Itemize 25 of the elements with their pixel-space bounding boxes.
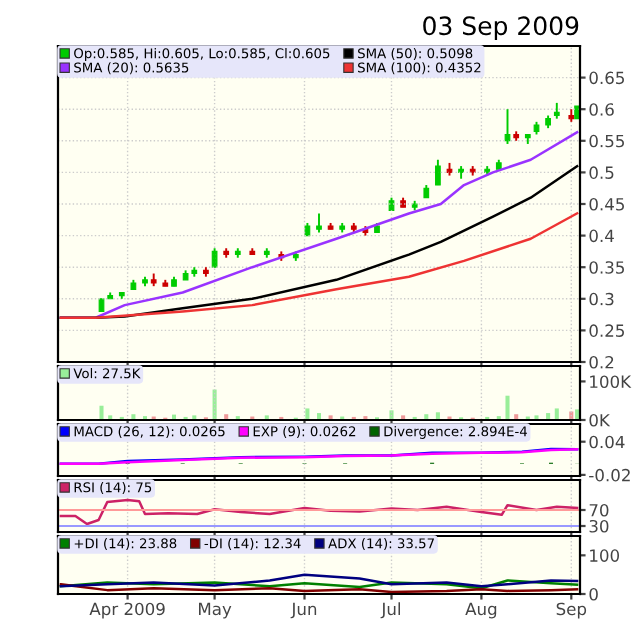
x-tick-label: Jun [290,602,317,619]
x-tick-label: Jul [380,602,400,619]
y-tick-label: 0.5 [589,166,614,179]
y-tick-label: 70 [589,503,609,517]
x-tick-label: Apr 2009 [89,602,165,619]
y-tick-label: 0.65 [589,71,624,85]
y-tick-label: 100 [590,549,620,562]
y-tick-label: 0.3 [589,292,614,306]
x-tick-label: Sep [556,602,587,619]
y-tick-label: 0.45 [589,197,624,211]
y-tick-label: 0.55 [589,134,624,148]
y-tick-label: -0.02 [589,468,630,482]
y-tick-label: 0.6 [589,103,614,116]
y-tick-label: 0K [589,413,611,427]
y-tick-label: 0.04 [589,435,625,449]
y-tick-label: 0.2 [589,355,614,369]
chart-title: 03 Sep 2009 [423,16,579,41]
x-tick-label: Aug [465,602,497,619]
y-tick-label: 100K [590,375,632,388]
y-tick-label: 0 [589,587,598,601]
y-tick-label: 0.35 [589,261,624,274]
y-tick-label: 0.25 [589,324,624,337]
y-tick-label: 30 [589,519,609,533]
x-tick-label: May [199,602,232,619]
y-tick-label: 0.4 [589,229,614,243]
